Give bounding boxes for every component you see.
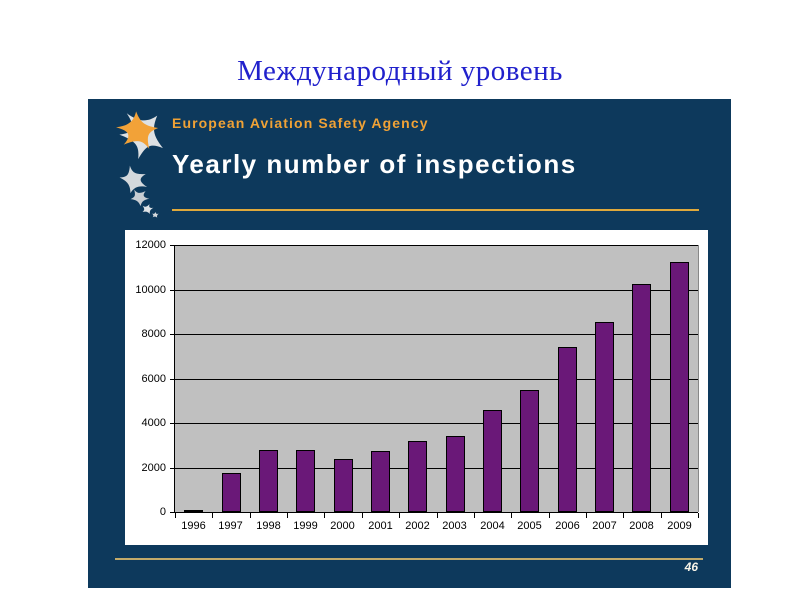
- bar-1998: [259, 450, 278, 512]
- gridline-8000: [175, 334, 698, 335]
- x-tick-9: [511, 513, 512, 518]
- x-axis-label: 2006: [555, 520, 580, 532]
- bar-2009: [670, 262, 689, 512]
- bird-icon-2: [117, 164, 151, 196]
- inspections-bar-chart: 0 2000 4000 6000 8000 10000 12000 1996 1997 1998 1…: [125, 230, 708, 545]
- bar-2008: [632, 284, 651, 512]
- x-axis-label: 2008: [629, 520, 654, 532]
- x-axis: [175, 512, 698, 513]
- x-axis-label: 2002: [405, 520, 430, 532]
- bar-2004: [483, 410, 502, 512]
- x-tick-4: [324, 513, 325, 518]
- x-tick-7: [437, 513, 438, 518]
- bar-1999: [296, 450, 315, 512]
- slide: European Aviation Safety Agency Yearly n…: [88, 99, 731, 588]
- bar-2006: [558, 347, 577, 512]
- x-tick-2: [250, 513, 251, 518]
- bird-icon-large: [108, 105, 177, 168]
- slide-title: Yearly number of inspections: [172, 149, 577, 179]
- footer-line: [115, 558, 703, 560]
- x-tick-10: [549, 513, 550, 518]
- y-tick-0: [170, 512, 175, 513]
- bar-2007: [595, 322, 614, 512]
- gridline-10000: [175, 290, 698, 291]
- x-axis-label: 2001: [368, 520, 393, 532]
- y-axis: [174, 245, 175, 513]
- y-axis-label: 0: [159, 506, 166, 518]
- x-tick-5: [362, 513, 363, 518]
- plot-right-border: [698, 245, 699, 512]
- bird-icon-5: [150, 210, 161, 220]
- y-tick-2000: [170, 468, 175, 469]
- x-tick-end: [698, 513, 699, 518]
- x-tick-6: [399, 513, 400, 518]
- x-axis-label: 2000: [330, 520, 355, 532]
- gridline-2000: [175, 468, 698, 469]
- bar-2000: [334, 459, 353, 512]
- x-tick-0: [175, 513, 176, 518]
- bar-1996: [184, 510, 203, 512]
- x-axis-label: 2004: [480, 520, 505, 532]
- x-tick-3: [287, 513, 288, 518]
- y-tick-6000: [170, 379, 175, 380]
- bar-2001: [371, 451, 390, 512]
- page-number: 46: [684, 560, 698, 574]
- x-tick-11: [586, 513, 587, 518]
- bar-1997: [222, 473, 241, 512]
- y-tick-12000: [170, 245, 175, 246]
- x-axis-label: 2009: [667, 520, 692, 532]
- x-tick-1: [212, 513, 213, 518]
- y-axis-label: 4000: [141, 417, 166, 429]
- y-axis-label: 6000: [141, 373, 166, 385]
- bar-2002: [408, 441, 427, 512]
- y-tick-10000: [170, 290, 175, 291]
- x-axis-label: 1997: [218, 520, 243, 532]
- bar-2003: [446, 436, 465, 512]
- x-axis-label: 1999: [293, 520, 318, 532]
- y-tick-8000: [170, 334, 175, 335]
- header-underline: [172, 209, 699, 211]
- page-title: Международный уровень: [237, 55, 563, 87]
- y-axis-label: 12000: [135, 239, 166, 251]
- gridline-12000: [175, 245, 698, 246]
- gridline-6000: [175, 379, 698, 380]
- x-axis-label: 1998: [256, 520, 281, 532]
- x-tick-8: [474, 513, 475, 518]
- x-tick-13: [661, 513, 662, 518]
- y-axis-label: 10000: [135, 284, 166, 296]
- y-tick-4000: [170, 423, 175, 424]
- x-axis-label: 1996: [181, 520, 206, 532]
- x-axis-label: 2005: [517, 520, 542, 532]
- x-axis-label: 2003: [442, 520, 467, 532]
- gridline-4000: [175, 423, 698, 424]
- x-axis-label: 2007: [592, 520, 617, 532]
- y-axis-label: 8000: [141, 328, 166, 340]
- y-axis-label: 2000: [141, 462, 166, 474]
- agency-name: European Aviation Safety Agency: [172, 115, 429, 131]
- x-tick-12: [623, 513, 624, 518]
- bar-2005: [520, 390, 539, 512]
